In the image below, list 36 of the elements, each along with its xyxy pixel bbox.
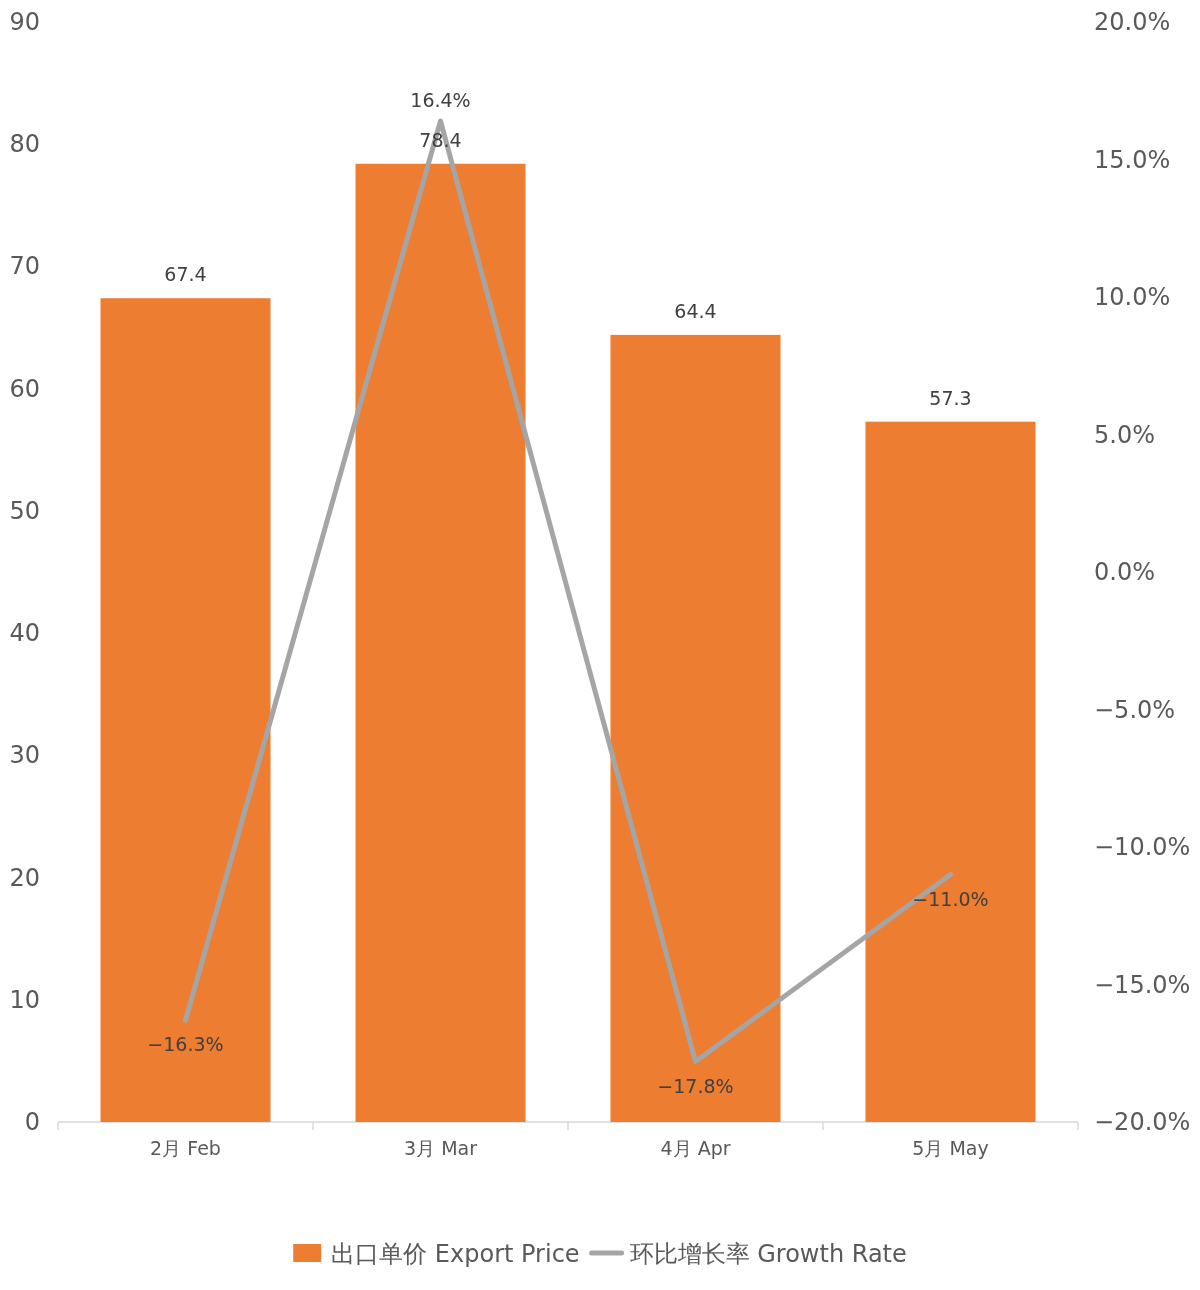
- data-label: −17.8%: [657, 1074, 734, 1097]
- y-tick-label: 60: [9, 374, 40, 403]
- y-tick-label: 70: [9, 252, 40, 281]
- y2-tick-label: 0.0%: [1094, 558, 1155, 586]
- y-tick-label: 50: [9, 496, 40, 525]
- y2-tick-label: 5.0%: [1094, 420, 1155, 449]
- x-tick-label: 2月 Feb: [150, 1137, 221, 1159]
- y-tick-label: 10: [9, 985, 40, 1014]
- y2-tick-label: −20.0%: [1094, 1108, 1191, 1136]
- y-tick-label: 30: [9, 741, 40, 770]
- legend-label: 环比增长率 Growth Rate: [629, 1240, 907, 1268]
- y-tick-label: 20: [9, 863, 40, 892]
- y2-tick-label: −10.0%: [1094, 833, 1191, 861]
- data-label: 67.4: [164, 263, 207, 286]
- x-tick-label: 3月 Mar: [404, 1137, 478, 1159]
- x-tick-label: 4月 Apr: [660, 1137, 731, 1159]
- bar: [865, 421, 1036, 1122]
- data-label: 78.4: [419, 128, 462, 151]
- y2-tick-label: −5.0%: [1094, 695, 1176, 724]
- legend-label: 出口单价 Export Price: [331, 1240, 580, 1268]
- y-tick-label: 80: [9, 130, 40, 159]
- y-tick-label: 40: [9, 619, 40, 648]
- bar: [100, 298, 271, 1122]
- y2-tick-label: 20.0%: [1094, 8, 1171, 36]
- data-label: 16.4%: [410, 89, 471, 111]
- y2-tick-label: 10.0%: [1094, 283, 1171, 311]
- data-label: −16.3%: [147, 1033, 224, 1056]
- x-tick-label: 5月 May: [912, 1137, 989, 1159]
- y-tick-label: 90: [9, 8, 40, 36]
- bar: [610, 334, 781, 1122]
- y2-tick-label: −15.0%: [1094, 970, 1191, 999]
- y-tick-label: 0: [24, 1108, 40, 1136]
- y2-tick-label: 15.0%: [1094, 145, 1171, 174]
- data-label: 64.4: [674, 299, 717, 322]
- bar: [355, 163, 526, 1122]
- data-label: 57.3: [929, 386, 972, 409]
